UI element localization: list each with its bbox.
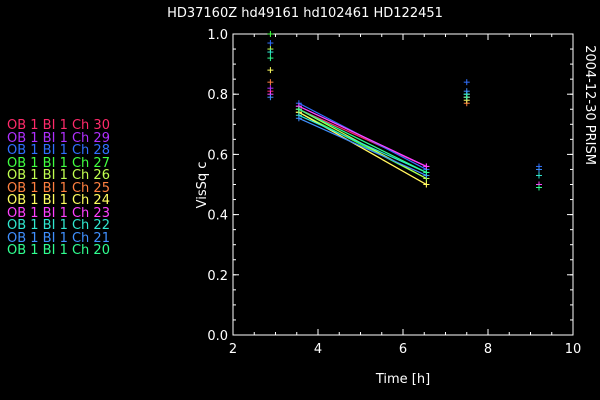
series-line-9 (298, 117, 427, 177)
legend-entry: OB 1 BI 1 Ch 26 (7, 168, 110, 183)
legend-entry: OB 1 BI 1 Ch 21 (7, 230, 110, 246)
data-point-s10-p2 (423, 169, 430, 176)
legend-entry: OB 1 BI 1 Ch 29 (7, 130, 110, 146)
x-tick-label: 2 (229, 342, 237, 357)
y-tick-label: 0.0 (207, 329, 228, 344)
legend-entry: OB 1 BI 1 Ch 24 (7, 193, 110, 208)
series-lines (298, 102, 427, 186)
data-point-s6-p0 (267, 67, 274, 74)
x-tick-label: 10 (565, 342, 582, 357)
legend: OB 1 BI 1 Ch 30 OB 1 BI 1 Ch 29 OB 1 BI 1 … (7, 118, 110, 258)
x-tick-label: 4 (314, 342, 322, 357)
chart-title: HD37160Z hd49161 hd102461 HD122451 (167, 6, 443, 21)
data-point-s9-p4 (536, 166, 542, 173)
data-point-s9-p3 (463, 88, 470, 95)
data-point-s8-p0 (267, 49, 274, 56)
y-tick-label: 0.4 (207, 209, 228, 224)
series-line-8 (298, 114, 427, 174)
data-point-s8-p4 (536, 172, 542, 179)
data-point-s9-p1 (295, 115, 302, 122)
data-point-s10-p0 (267, 55, 274, 62)
data-point-s2-p3 (463, 79, 470, 86)
data-point-s1-p0 (267, 85, 274, 92)
legend-entry: OB 1 BI 1 Ch 25 (7, 180, 110, 196)
legend-entry: OB 1 BI 1 Ch 22 (7, 218, 110, 233)
data-point-s5-p0 (267, 79, 274, 86)
x-tick-label: 8 (484, 342, 492, 357)
legend-entry: OB 1 BI 1 Ch 27 (7, 155, 110, 171)
legend-entry: OB 1 BI 1 Ch 30 (7, 118, 110, 133)
series-line-7 (298, 105, 427, 167)
y-tick-label: 1.0 (207, 28, 228, 43)
legend-entry: OB 1 BI 1 Ch 23 (7, 205, 110, 221)
series-line-10 (298, 108, 427, 173)
data-point-s9-p0 (267, 94, 274, 101)
y-tick-label: 0.6 (207, 148, 228, 163)
data-point-s6-p2 (423, 181, 430, 188)
data-point-s3-p0 (267, 31, 274, 37)
data-point-s7-p2 (423, 163, 430, 170)
data-point-s10-p1 (295, 106, 302, 113)
legend-entry: OB 1 BI 1 Ch 28 (7, 143, 110, 158)
x-tick-label: 6 (399, 342, 407, 357)
data-point-s10-p3 (463, 94, 470, 101)
legend-entry: OB 1 BI 1 Ch 20 (7, 243, 110, 258)
chart-side-label: 2004-12-30 PRISM (582, 45, 597, 165)
x-axis-label: Time [h] (375, 372, 430, 387)
series-line-6 (298, 111, 427, 186)
y-axis-label: VisSq c (195, 162, 210, 209)
axes: 2 4 6 8 10 0.0 0.2 0.4 0.6 0.8 1.0 (207, 28, 581, 357)
data-point-s10-p4 (536, 184, 542, 191)
y-tick-label: 0.8 (207, 88, 228, 103)
data-point-s2-p0 (267, 40, 274, 47)
series-points (267, 31, 542, 191)
plot-frame (232, 33, 574, 336)
y-tick-label: 0.2 (207, 269, 228, 284)
